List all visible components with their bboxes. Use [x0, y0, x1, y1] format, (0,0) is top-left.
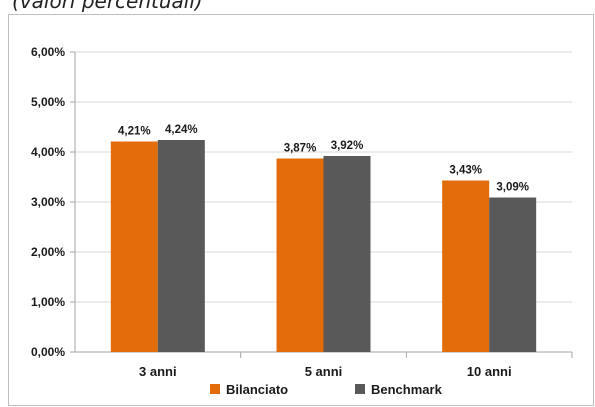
- data-label: 3,09%: [496, 182, 529, 194]
- data-labels: 4,21% 4,24% 3,87% 3,92% 3,43% 3,09%: [118, 124, 529, 194]
- y-tick-label: 4,00%: [31, 145, 65, 159]
- bar-bilanciato: [276, 158, 324, 352]
- y-tick-label: 6,00%: [31, 45, 65, 59]
- bar-bilanciato: [110, 141, 158, 352]
- data-label: 4,24%: [165, 124, 198, 136]
- legend-swatch-benchmark: [355, 384, 365, 394]
- x-category-label: 10 anni: [467, 364, 512, 379]
- legend-swatch-bilanciato: [210, 384, 220, 394]
- y-tick-label: 1,00%: [31, 295, 65, 309]
- y-tick-label: 0,00%: [31, 345, 65, 359]
- chart-caption: (valori percentuali): [12, 0, 203, 13]
- bar-bilanciato: [442, 180, 490, 352]
- x-category-label: 5 anni: [305, 364, 343, 379]
- legend: Bilanciato Benchmark: [210, 382, 443, 397]
- data-label: 3,87%: [284, 143, 317, 155]
- bar-benchmark: [323, 156, 371, 352]
- bar-benchmark: [489, 197, 537, 352]
- data-label: 3,92%: [331, 140, 364, 152]
- bars: [110, 140, 537, 352]
- x-category-label: 3 anni: [139, 364, 177, 379]
- y-tick-label: 2,00%: [31, 245, 65, 259]
- legend-label-benchmark: Benchmark: [371, 382, 443, 397]
- data-label: 4,21%: [118, 126, 151, 138]
- y-tick-label: 3,00%: [31, 195, 65, 209]
- bar-benchmark: [157, 140, 205, 352]
- data-label: 3,43%: [449, 165, 482, 177]
- legend-label-bilanciato: Bilanciato: [226, 382, 288, 397]
- chart-frame: [8, 14, 594, 406]
- y-tick-label: 5,00%: [31, 95, 65, 109]
